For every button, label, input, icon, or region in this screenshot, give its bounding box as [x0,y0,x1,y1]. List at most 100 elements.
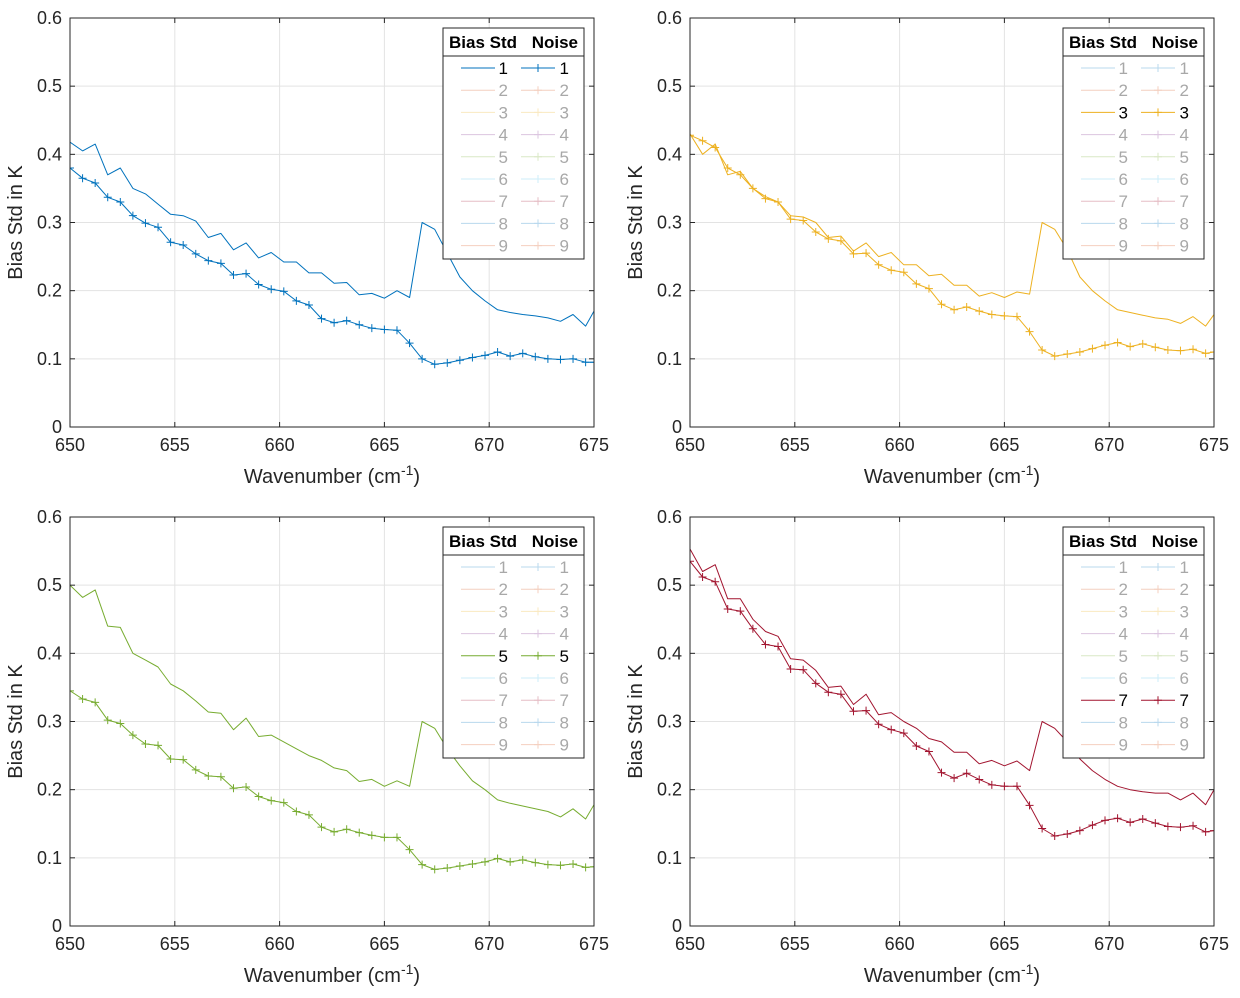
noise-point-marker [166,754,175,763]
noise-point-marker [1088,344,1097,353]
noise-point-marker [761,640,770,649]
legend-label-noise: 6 [560,170,569,189]
legend-marker-noise [534,629,542,638]
noise-point-marker [987,310,996,319]
y-tick-label: 0 [672,417,682,437]
noise-point-marker [975,775,984,784]
legend-marker-noise [1154,607,1162,616]
noise-point-marker [242,269,251,278]
x-axis-label-superscript: -1 [1021,462,1034,478]
noise-point-marker [987,780,996,789]
legend-label-bias-std: 2 [1119,580,1128,599]
noise-point-marker [1210,348,1214,357]
noise-point-marker [430,360,439,369]
y-tick-label: 0.2 [657,281,682,301]
legend-label-bias-std: 1 [499,558,508,577]
y-tick-label: 0.1 [37,349,62,369]
legend-marker-noise [534,585,542,594]
noise-point-marker [330,827,339,836]
legend-label-noise: 9 [560,736,569,755]
noise-point-marker [166,238,175,247]
legend-marker-noise [534,718,542,727]
legend-header-noise: Noise [1152,33,1198,52]
subplot-top-left: 650 655 660 665 670 67500.10.20.30.40.50.6Wav… [5,8,609,488]
x-axis-label-suffix: ) [413,466,420,488]
data-layer [70,584,594,874]
noise-point-marker [317,314,326,323]
noise-point-marker [811,679,820,688]
noise-point-marker [355,828,364,837]
noise-point-marker [254,280,263,289]
legend-label-noise: 9 [1180,237,1189,256]
legend-label-noise: 5 [1180,647,1189,666]
y-axis-label: Bias Std in K [625,664,647,779]
noise-point-marker [1101,816,1110,825]
noise-point-marker [342,316,351,325]
noise-point-marker [103,193,112,202]
noise-point-marker [556,861,565,870]
legend-marker-noise [534,197,542,206]
legend-marker-noise [534,696,542,705]
legend-label-noise: 5 [560,148,569,167]
x-tick-label: 660 [885,435,915,455]
legend-label-bias-std: 3 [499,602,508,621]
noise-point-marker [1176,823,1185,832]
noise-point-marker [191,249,200,258]
noise-point-marker [1063,350,1072,359]
legend-marker-noise [1154,674,1162,682]
noise-point-marker [330,318,339,327]
noise-point-marker [786,215,795,224]
legend-header-noise: Noise [532,33,578,52]
noise-point-marker [543,860,552,869]
legend-marker-noise [534,740,542,749]
legend: Bias Std Noise 1 1 2 2 3 3 4 4 5 5 6 6 7 7 8 8 9 9 [1062,27,1205,260]
noise-point-marker [862,706,871,715]
legend-label-bias-std: 1 [1119,59,1128,78]
noise-point-marker [937,768,946,777]
legend-marker-noise [1154,86,1162,95]
noise-point-marker [1210,826,1214,835]
noise-point-marker [590,358,594,367]
legend-marker-noise [1154,64,1162,72]
x-axis-label: Wavenumber (cm-1) [244,462,420,488]
noise-point-marker [862,249,871,258]
noise-point-marker [128,211,137,220]
legend-label-noise: 3 [560,103,569,122]
noise-point-marker [279,287,288,296]
legend-label-bias-std: 9 [499,736,508,755]
y-tick-label: 0.5 [37,575,62,595]
noise-point-marker [748,624,757,633]
legend-marker-noise [1154,108,1162,117]
legend-label-noise: 7 [560,691,569,710]
noise-point-marker [292,807,301,816]
noise-point-marker [116,719,125,728]
legend-label-bias-std: 7 [499,691,508,710]
y-tick-label: 0.6 [657,8,682,28]
noise-point-marker [380,325,389,334]
noise-point-marker [141,739,150,748]
x-axis-label-main: Wavenumber (cm [864,466,1021,488]
legend-label-bias-std: 2 [1119,81,1128,100]
legend-label-noise: 9 [560,237,569,256]
legend-marker-noise [534,674,542,682]
data-layer [690,131,1214,361]
y-tick-label: 0 [672,916,682,936]
noise-point-marker [430,865,439,874]
noise-point-marker [493,348,502,357]
noise-point-marker [78,695,87,704]
y-tick-label: 0.3 [657,213,682,233]
noise-point-marker [962,303,971,312]
noise-point-marker [1151,819,1160,828]
legend-box [442,27,585,260]
noise-point-marker [70,686,74,695]
noise-point-marker [1113,338,1122,347]
subplot-top-right: 650 655 660 665 670 67500.10.20.30.40.50.6Wav… [625,8,1229,488]
legend-label-bias-std: 9 [1119,237,1128,256]
noise-point-marker [774,198,783,207]
noise-point-marker [698,136,707,145]
noise-point-marker [1025,801,1034,810]
legend-label-noise: 2 [1180,81,1189,100]
noise-point-marker [367,831,376,840]
legend-header-noise: Noise [1152,532,1198,551]
